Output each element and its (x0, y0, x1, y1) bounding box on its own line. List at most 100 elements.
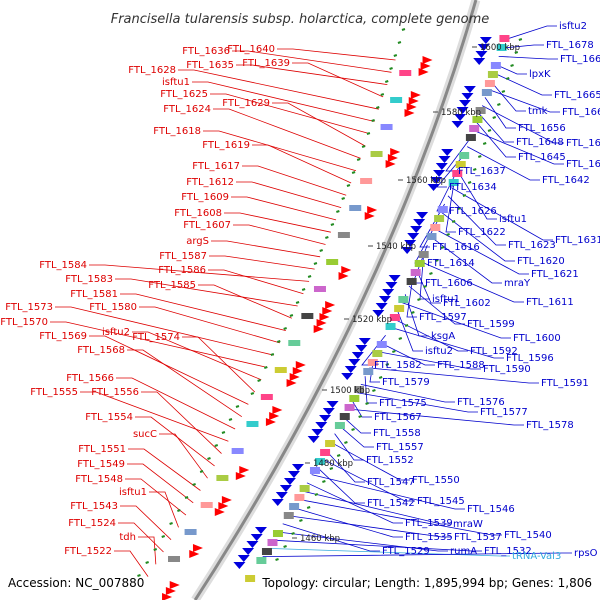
forward-gene-arrow (408, 97, 419, 105)
scale-tick (385, 363, 390, 366)
leader-line (139, 306, 280, 344)
scale-tick (404, 324, 409, 327)
gene-block (499, 35, 510, 42)
gene-label-left: FTL_1566 (66, 373, 114, 384)
leader-line (381, 343, 435, 366)
scale-tick (397, 41, 402, 44)
leader-line (89, 264, 310, 282)
reverse-gene-arrow (461, 93, 474, 100)
reverse-gene-arrow (250, 534, 263, 541)
gene-label-left: FTL_1573 (5, 302, 53, 313)
leader-line (436, 154, 465, 188)
reverse-gene-arrow (378, 296, 391, 303)
gene-label-right: FTL_1591 (541, 378, 589, 389)
gene-label-right: FTL_1657 (566, 138, 600, 149)
gene-block (339, 413, 350, 420)
gene-label-left: FTL_1629 (222, 98, 270, 109)
leader-line (475, 121, 516, 158)
gene-label-left: FTL_1625 (160, 89, 208, 100)
reverse-gene-arrow (275, 492, 288, 499)
gene-label-left: FTL_1522 (64, 546, 112, 557)
scale-tick (440, 246, 445, 249)
scale-tick (313, 262, 318, 265)
leader-line (487, 88, 560, 113)
gene-label-left: FTL_1524 (68, 518, 116, 529)
leader-line (481, 105, 564, 144)
gene-label-left: FTL_1612 (186, 177, 234, 188)
leader-line (178, 69, 379, 110)
gene-block (363, 368, 374, 375)
scale-tick (518, 38, 523, 41)
forward-gene-arrow (286, 379, 297, 387)
gene-label-right: FTL_1535 (405, 532, 453, 543)
leader-line (262, 552, 572, 557)
scale-tick (283, 327, 287, 330)
forward-gene-arrow (313, 325, 324, 333)
gene-label-left: FTL_1549 (77, 459, 125, 470)
leader-line (292, 507, 403, 538)
gene-block (455, 161, 466, 168)
gene-label-right: FTL_1582 (374, 360, 422, 371)
gene-block (484, 80, 495, 87)
leader-line (242, 165, 347, 196)
gene-block (448, 179, 459, 186)
gene-block (261, 548, 272, 555)
forward-gene-arrow (165, 587, 176, 595)
gene-label-right: FTL_1590 (483, 364, 531, 375)
gene-label-right: FTL_1634 (449, 182, 497, 193)
gene-label-right: FTL_1614 (427, 258, 475, 269)
scale-tick (472, 168, 477, 171)
kbp-label: 1520 kbp (352, 315, 392, 325)
gene-label-left: isftu1 (162, 77, 190, 88)
reverse-gene-arrow (287, 471, 300, 478)
leader-line (292, 62, 384, 98)
gene-label-right: FTL_1606 (425, 278, 473, 289)
backbone-line (193, 0, 478, 600)
gene-label-right: FTL_1596 (506, 353, 554, 364)
gene-label-left: FTL_1569 (39, 331, 87, 342)
gene-label-right: FTL_1668 (560, 54, 600, 65)
gene-label-right: FTL_1588 (437, 360, 485, 371)
forward-gene-arrow (235, 472, 246, 480)
kbp-label: 1540 kbp (376, 242, 416, 252)
forward-gene-arrow (295, 361, 306, 369)
scale-tick (380, 93, 385, 96)
gene-block (385, 323, 396, 330)
forward-gene-arrow (410, 91, 421, 99)
scale-tick (482, 142, 487, 145)
forward-gene-arrow (269, 412, 280, 420)
scale-tick (137, 574, 141, 577)
gene-label-right: FTL_1642 (542, 175, 590, 186)
reverse-gene-arrow (388, 275, 401, 282)
scale-tick (351, 428, 355, 431)
scale-tick (221, 431, 226, 434)
gene-label-left: sucC (133, 429, 157, 440)
gene-label-left: FTL_1608 (174, 208, 222, 219)
leader-line (277, 531, 448, 552)
reverse-gene-arrow (319, 415, 332, 422)
scale-tick (378, 376, 383, 379)
reverse-gene-arrow (237, 555, 250, 562)
leader-line (132, 331, 262, 381)
reverse-gene-arrow (326, 401, 339, 408)
forward-gene-arrow (292, 367, 303, 375)
gene-label-left: FTL_1586 (158, 265, 206, 276)
leader-line (213, 108, 361, 159)
gene-label-right: FTL_1623 (508, 240, 556, 251)
scale-tick (329, 467, 334, 470)
gene-block (399, 70, 412, 76)
forward-gene-arrow (406, 103, 417, 111)
gene-label-right: FTL_1579 (382, 377, 430, 388)
leader-line (232, 50, 392, 73)
scale-tick (336, 210, 340, 213)
gene-label-right: FTL_1665 (554, 90, 600, 101)
scale-tick (276, 340, 281, 343)
leader-line (297, 498, 502, 536)
leader-line (182, 336, 256, 393)
gene-block (320, 449, 331, 456)
leader-line (473, 129, 564, 165)
leader-line (356, 392, 478, 413)
leader-line (252, 144, 352, 184)
gene-block (380, 124, 393, 130)
reverse-gene-arrow (401, 247, 414, 254)
